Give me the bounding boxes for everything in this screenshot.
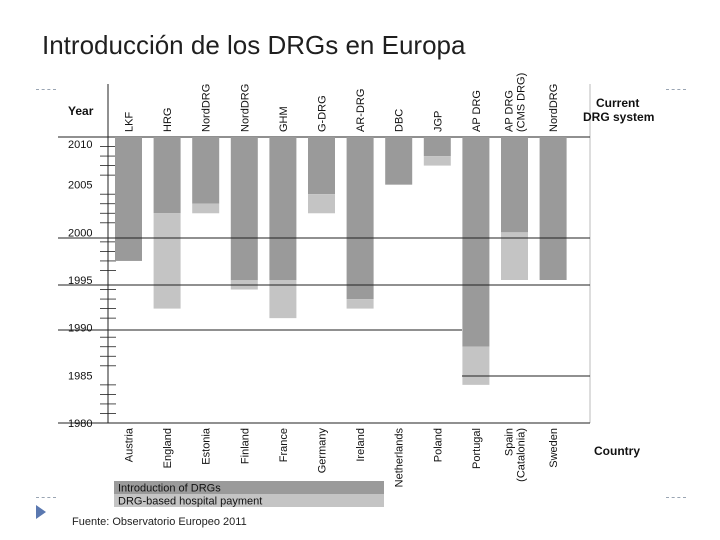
bar-payment-5 (269, 280, 297, 319)
drg-system-label-11: AP DRG (504, 90, 516, 132)
country-label-9: Poland (432, 428, 444, 462)
bar-introduction-4 (230, 137, 258, 280)
bar-payment-11 (501, 232, 528, 280)
top-right-divider (666, 89, 686, 90)
navigation-arrow-icon[interactable] (36, 505, 46, 519)
drg-system-label-6: G-DRG (317, 95, 329, 132)
year-tick-label: 1980 (68, 418, 92, 430)
year-tick-label: 1985 (68, 370, 92, 382)
country-axis-label: Country (594, 444, 640, 458)
bar-introduction-1 (115, 137, 142, 261)
source-note: Fuente: Observatorio Europeo 2011 (72, 516, 247, 528)
bar-payment-3 (192, 203, 220, 214)
drg-system-label-7: AR-DRG (355, 89, 367, 132)
bar-introduction-11 (501, 137, 528, 233)
drg-system-label-1: LKF (124, 112, 136, 132)
country-label-12: Sweden (548, 428, 560, 468)
country-label-8: Netherlands (394, 428, 406, 488)
country-label-5: France (278, 428, 290, 462)
drg-system-label-2: HRG (162, 108, 174, 132)
bar-introduction-2 (153, 137, 181, 214)
drg-system-label-12: NordDRG (548, 84, 560, 132)
legend-label-introduction: Introduction of DRGs (118, 483, 221, 495)
drg-system-label-5: GHM (278, 106, 290, 132)
year-axis-label: Year (68, 104, 94, 118)
bar-payment-7 (346, 299, 374, 309)
bar-introduction-5 (269, 137, 297, 280)
current-system-label-line1: Current (596, 96, 639, 110)
country-label-11: Spain (504, 428, 516, 456)
drg-system-label-8: DBC (394, 109, 406, 132)
legend-label-payment: DRG-based hospital payment (118, 496, 262, 508)
country-label-3: Estonia (201, 427, 213, 465)
bar-introduction-7 (346, 137, 374, 300)
top-left-divider (36, 89, 56, 90)
slide-title: Introducción de los DRGs en Europa (42, 30, 466, 60)
country-label-11: (Catalonia) (516, 428, 528, 482)
country-label-7: Ireland (355, 428, 367, 462)
year-tick-label: 1995 (68, 275, 92, 287)
year-tick-label: 2010 (68, 139, 92, 151)
bar-payment-10 (462, 346, 490, 385)
bar-payment-2 (153, 213, 181, 309)
bottom-left-divider (36, 497, 56, 498)
bar-payment-9 (423, 156, 451, 166)
bar-introduction-12 (539, 137, 567, 280)
bar-introduction-8 (385, 137, 413, 185)
bar-payment-6 (308, 194, 335, 214)
country-label-4: Finland (239, 428, 251, 464)
drg-system-label-9: JGP (432, 111, 444, 132)
drg-system-label-3: NordDRG (201, 84, 213, 132)
bar-introduction-10 (462, 137, 490, 347)
legend-swatch-payment (114, 494, 384, 507)
year-tick-label: 2005 (68, 180, 92, 192)
country-label-6: Germany (317, 428, 329, 474)
current-system-label-line2: DRG system (583, 110, 654, 124)
drg-system-label-10: AP DRG (471, 90, 483, 132)
year-tick-label: 2000 (68, 227, 92, 239)
year-tick-label: 1990 (68, 323, 92, 335)
bottom-right-divider (666, 497, 686, 498)
bar-introduction-6 (308, 137, 335, 195)
country-label-1: Austria (124, 427, 136, 462)
legend-swatch-introduction (114, 481, 384, 494)
country-label-2: England (162, 428, 174, 468)
drg-system-label-11: (CMS DRG) (516, 73, 528, 132)
bar-introduction-9 (423, 137, 451, 157)
country-label-10: Portugal (471, 428, 483, 469)
drg-system-label-4: NordDRG (239, 84, 251, 132)
bar-introduction-3 (192, 137, 220, 204)
